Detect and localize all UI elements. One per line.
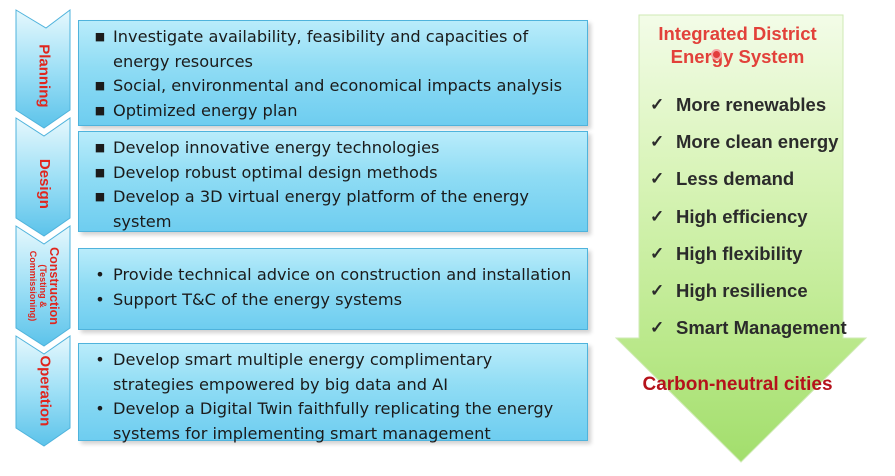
benefit-item: ✓ More renewables xyxy=(650,86,850,123)
benefits-list: ✓ More renewables ✓ More clean energy ✓ Les… xyxy=(650,86,850,347)
benefit-item: ✓ Smart Management xyxy=(650,310,850,347)
bullet-icon: ■ xyxy=(94,165,106,179)
bullet-icon: • xyxy=(95,265,105,284)
planning-item-3: Optimized energy plan xyxy=(113,100,298,120)
list-item: • Provide technical advice on constructio… xyxy=(93,263,575,288)
arrow-title: Integrated District Energy System xyxy=(658,23,817,67)
list-item: • Support T&C of the energy systems xyxy=(93,288,575,313)
operation-box: • Develop smart multiple energy complimen… xyxy=(78,343,588,443)
benefit-label: More clean energy xyxy=(676,130,839,152)
bullet-icon: • xyxy=(95,350,105,369)
planning-item-2: Social, environmental and economical imp… xyxy=(113,76,563,95)
stage-planning-label: Planning xyxy=(35,43,53,108)
benefit-label: High flexibility xyxy=(676,242,803,264)
check-icon: ✓ xyxy=(650,281,665,301)
benefit-label: More renewables xyxy=(676,93,827,115)
benefit-item: ✓ High efficiency xyxy=(650,198,850,235)
list-item: • Develop a Digital Twin faithfully repli… xyxy=(93,397,575,446)
operation-list: • Develop smart multiple energy complimen… xyxy=(93,348,575,446)
list-item: ■ Optimized energy plan xyxy=(93,99,575,124)
benefit-label: High resilience xyxy=(676,280,808,302)
benefit-label: High efficiency xyxy=(676,205,808,227)
planning-list: ■ Investigate availability, feasibility a… xyxy=(93,25,575,123)
check-icon: ✓ xyxy=(650,243,665,263)
design-item-3: Develop a 3D virtual energy platform of … xyxy=(113,187,529,231)
check-icon: ✓ xyxy=(650,206,665,226)
bullet-icon: ■ xyxy=(94,79,106,92)
stage-operation: Operation xyxy=(18,346,70,436)
cursor-pointer-icon xyxy=(711,49,722,60)
stage-construction-label: Construction xyxy=(47,247,61,325)
stage-construction-wrap: Construction (Testing & Commissioning) xyxy=(28,247,61,325)
design-item-1: Develop innovative energy technologies xyxy=(113,138,440,157)
design-item-2: Develop robust optimal design methods xyxy=(113,162,438,182)
benefit-item: ✓ High resilience xyxy=(650,272,850,309)
operation-item-1: Develop smart multiple energy compliment… xyxy=(113,350,493,394)
stage-operation-label: Operation xyxy=(35,355,53,427)
bullet-icon: • xyxy=(95,289,105,309)
bullet-icon: ■ xyxy=(94,141,106,154)
check-icon: ✓ xyxy=(650,169,665,189)
bullet-icon: • xyxy=(95,399,105,418)
list-item: ■ Investigate availability, feasibility a… xyxy=(93,25,575,74)
construction-item-1: Provide technical advice on construction… xyxy=(113,265,572,284)
benefit-item: ✓ Less demand xyxy=(650,161,850,198)
stage-planning: Planning xyxy=(18,28,70,123)
list-item: ■ Social, environmental and economical im… xyxy=(93,74,575,99)
construction-list: • Provide technical advice on constructio… xyxy=(93,263,575,312)
outcome-label: Carbon-neutral cities xyxy=(642,374,833,395)
planning-box: ■ Investigate availability, feasibility a… xyxy=(78,20,588,126)
bullet-icon: ■ xyxy=(94,103,106,117)
stage-construction: Construction (Testing & Commissioning) xyxy=(18,236,70,336)
benefit-label: Smart Management xyxy=(676,317,847,339)
list-item: • Develop smart multiple energy complimen… xyxy=(93,348,575,397)
check-icon: ✓ xyxy=(650,94,665,114)
list-item: ■ Develop robust optimal design methods xyxy=(93,161,575,186)
design-list: ■ Develop innovative energy technologies … xyxy=(93,136,575,234)
list-item: ■ Develop innovative energy technologies xyxy=(93,136,575,161)
construction-box: • Provide technical advice on constructio… xyxy=(78,248,588,330)
benefit-item: ✓ High flexibility xyxy=(650,235,850,272)
benefit-label: Less demand xyxy=(676,168,795,190)
operation-item-2: Develop a Digital Twin faithfully replic… xyxy=(113,399,554,443)
bullet-icon: ■ xyxy=(94,190,106,203)
check-icon: ✓ xyxy=(650,131,665,151)
stage-construction-sub: (Testing & Commissioning) xyxy=(28,250,48,322)
benefit-item: ✓ More clean energy xyxy=(650,123,850,160)
check-icon: ✓ xyxy=(650,318,665,338)
list-item: ■ Develop a 3D virtual energy platform of… xyxy=(93,185,575,234)
stage-design-label: Design xyxy=(35,158,53,209)
design-box: ■ Develop innovative energy technologies … xyxy=(78,131,588,232)
stage-column: Planning Design Construction (Testing & … xyxy=(0,0,80,476)
stage-design: Design xyxy=(18,136,70,231)
construction-item-2: Support T&C of the energy systems xyxy=(113,289,403,309)
planning-item-1: Investigate availability, feasibility an… xyxy=(113,27,529,71)
bullet-icon: ■ xyxy=(94,30,106,43)
